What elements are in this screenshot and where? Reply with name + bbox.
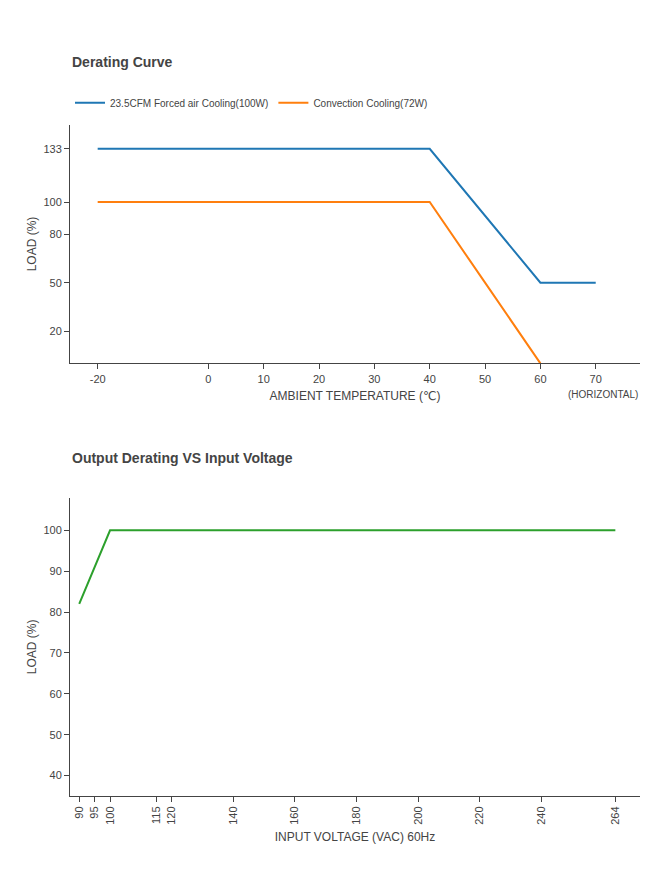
svg-text:Derating Curve: Derating Curve [72, 54, 173, 70]
svg-text:264: 264 [609, 806, 621, 824]
svg-text:240: 240 [535, 806, 547, 824]
svg-text:100: 100 [104, 806, 116, 824]
svg-text:95: 95 [88, 806, 100, 818]
svg-text:80: 80 [50, 228, 62, 240]
svg-text:Convection Cooling(72W): Convection Cooling(72W) [313, 98, 427, 109]
svg-text:50: 50 [50, 277, 62, 289]
svg-text:INPUT VOLTAGE (VAC) 60Hz: INPUT VOLTAGE (VAC) 60Hz [275, 830, 435, 844]
svg-text:70: 70 [50, 647, 62, 659]
svg-text:-20: -20 [90, 373, 106, 385]
svg-text:LOAD (%): LOAD (%) [25, 217, 39, 272]
svg-text:30: 30 [368, 373, 380, 385]
svg-text:70: 70 [590, 373, 602, 385]
svg-text:40: 40 [50, 769, 62, 781]
svg-text:160: 160 [288, 806, 300, 824]
svg-text:60: 60 [50, 688, 62, 700]
svg-text:0: 0 [205, 373, 211, 385]
svg-text:50: 50 [50, 729, 62, 741]
svg-text:AMBIENT TEMPERATURE (℃): AMBIENT TEMPERATURE (℃) [270, 389, 441, 403]
svg-text:100: 100 [43, 524, 61, 536]
svg-text:10: 10 [258, 373, 270, 385]
svg-text:23.5CFM Forced air Cooling(100: 23.5CFM Forced air Cooling(100W) [110, 98, 268, 109]
svg-text:40: 40 [424, 373, 436, 385]
svg-text:220: 220 [473, 806, 485, 824]
svg-text:180: 180 [350, 806, 362, 824]
svg-text:100: 100 [43, 196, 61, 208]
svg-text:90: 90 [50, 565, 62, 577]
svg-text:60: 60 [534, 373, 546, 385]
svg-text:120: 120 [165, 806, 177, 824]
svg-text:20: 20 [50, 325, 62, 337]
svg-text:20: 20 [313, 373, 325, 385]
svg-text:133: 133 [43, 143, 61, 155]
svg-text:90: 90 [73, 806, 85, 818]
svg-text:80: 80 [50, 606, 62, 618]
svg-text:LOAD (%): LOAD (%) [25, 619, 39, 674]
svg-text:Output Derating VS Input Volta: Output Derating VS Input Voltage [72, 450, 293, 466]
svg-text:200: 200 [412, 806, 424, 824]
svg-text:140: 140 [227, 806, 239, 824]
svg-text:(HORIZONTAL): (HORIZONTAL) [568, 389, 638, 400]
svg-text:50: 50 [479, 373, 491, 385]
svg-text:115: 115 [150, 806, 162, 824]
